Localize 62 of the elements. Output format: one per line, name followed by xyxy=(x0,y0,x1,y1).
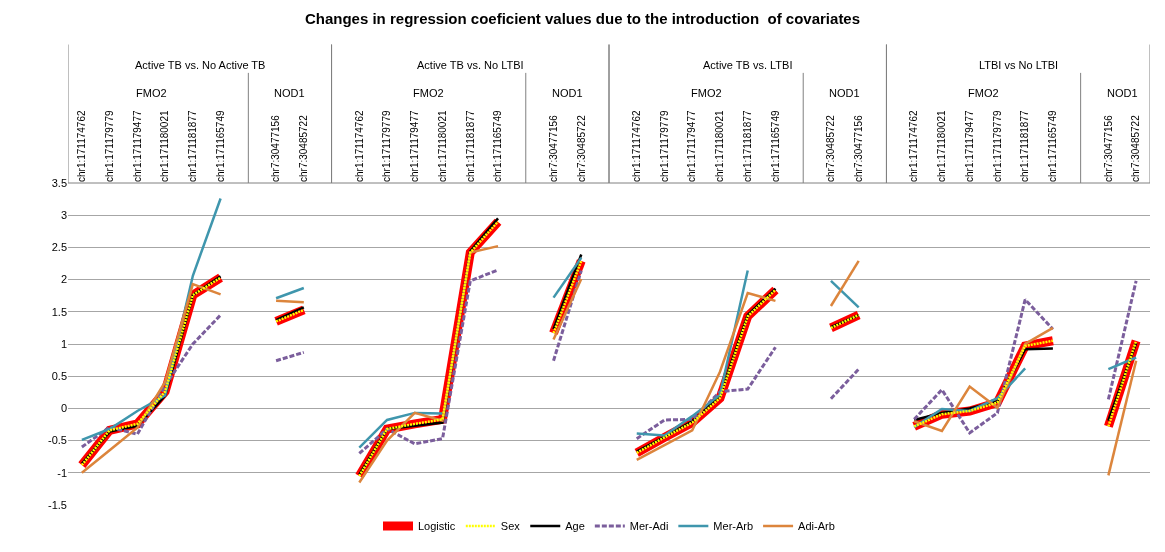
legend-label: Mer-Arb xyxy=(713,520,754,533)
x-tick-label: chr1:171181877 xyxy=(187,110,199,182)
x-tick-label: chr1:171180021 xyxy=(436,110,448,182)
x-tick-label: chr1:171174762 xyxy=(353,110,365,182)
x-tick-label: chr7:30485722 xyxy=(575,114,587,182)
text: FMO2 xyxy=(413,87,444,99)
y-tick-label: 2.5 xyxy=(51,241,67,254)
x-tick-label: chr1:171179477 xyxy=(686,110,698,182)
y-tick-label: 0.5 xyxy=(51,370,67,383)
x-tick-label: chr1:171181877 xyxy=(741,110,753,182)
text: FMO2 xyxy=(968,87,999,99)
x-tick-label: chr1:171165749 xyxy=(492,110,504,182)
text: FMO2 xyxy=(136,87,167,99)
legend-label: Sex xyxy=(500,520,521,533)
y-tick-label: 2 xyxy=(60,273,67,286)
x-tick-label: chr1:171165749 xyxy=(1047,110,1059,182)
x-tick-label: chr1:171180021 xyxy=(936,110,948,182)
y-tick-label: -1 xyxy=(57,466,67,479)
x-tick-label: chr7:30477156 xyxy=(852,114,864,182)
x-tick-label: chr1:171179779 xyxy=(103,110,115,182)
x-tick-label: chr7:30477156 xyxy=(270,114,282,182)
legend-label: Logistic xyxy=(418,520,456,533)
y-tick-label: 3 xyxy=(60,209,67,222)
y-tick-label: 1 xyxy=(60,337,67,350)
text: FMO2 xyxy=(691,87,722,99)
text: Active TB vs. No LTBI xyxy=(417,59,524,71)
chart-title: Changes in regression coeficient values due to the introduction of covariates xyxy=(304,10,861,28)
x-tick-label: chr1:171174762 xyxy=(76,110,88,182)
text: Active TB vs. No Active TB xyxy=(135,59,266,71)
legend-label: Adi-Arb xyxy=(798,520,835,533)
text: NOD1 xyxy=(552,87,583,99)
x-tick-label: chr1:171174762 xyxy=(908,110,920,182)
text: LTBI vs No LTBI xyxy=(979,59,1059,71)
x-tick-label: chr1:171174762 xyxy=(630,110,642,182)
x-tick-label: chr1:171179779 xyxy=(991,110,1003,182)
x-tick-label: chr7:30485722 xyxy=(825,114,837,182)
y-tick-label: -0.5 xyxy=(48,434,67,447)
x-tick-label: chr1:171165749 xyxy=(769,110,781,182)
y-tick-label: -1.5 xyxy=(48,498,67,511)
x-tick-label: chr1:171180021 xyxy=(714,110,726,182)
legend-label: Age xyxy=(565,520,585,533)
y-tick-label: 1.5 xyxy=(51,305,67,318)
x-tick-label: chr1:171179477 xyxy=(963,110,975,182)
x-tick-label: chr7:30485722 xyxy=(1130,114,1142,182)
x-tick-label: chr1:171165749 xyxy=(214,110,226,182)
x-tick-label: chr1:171179477 xyxy=(409,110,421,182)
x-tick-label: chr1:171179779 xyxy=(658,110,670,182)
x-tick-label: chr7:30477156 xyxy=(1102,114,1114,182)
text: NOD1 xyxy=(829,87,860,99)
x-tick-label: chr1:171180021 xyxy=(159,110,171,182)
text: Active TB vs. LTBI xyxy=(703,59,793,71)
x-tick-label: chr1:171179477 xyxy=(131,110,143,182)
x-tick-label: chr1:171181877 xyxy=(1019,110,1031,182)
x-tick-label: chr7:30485722 xyxy=(298,114,310,182)
y-tick-label: 3.5 xyxy=(51,176,67,189)
y-tick-label: 0 xyxy=(60,402,67,415)
x-tick-label: chr7:30477156 xyxy=(547,114,559,182)
text: NOD1 xyxy=(1107,87,1138,99)
x-tick-label: chr1:171179779 xyxy=(381,110,393,182)
text: NOD1 xyxy=(274,87,305,99)
legend-label: Mer-Adi xyxy=(629,520,669,533)
x-tick-label: chr1:171181877 xyxy=(464,110,476,182)
